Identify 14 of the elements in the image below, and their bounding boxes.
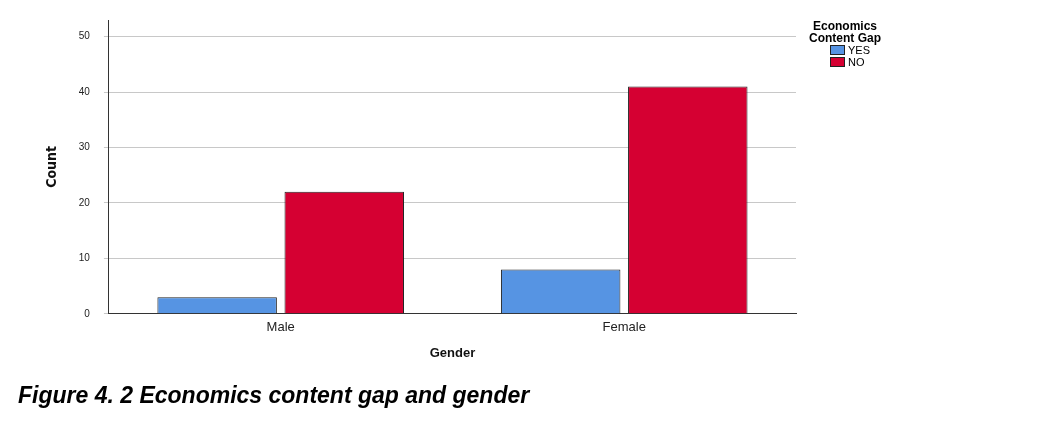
legend-title: Economics Content Gap [808,19,882,45]
y-axis-title: Count [43,145,60,188]
y-tick-label: 10 [78,252,91,264]
caption: Figure 4. 2 Economics content gap and gender [18,382,530,409]
y-tick-label: 40 [78,85,91,97]
x-axis-title: Gender [429,344,476,360]
y-tick-label: 30 [78,141,91,153]
x-tick-label: Female [602,319,646,335]
legend-label: NO [848,56,865,68]
legend-label: YES [848,44,870,56]
y-tick-label: 0 [84,307,91,319]
y-tick-label: 50 [78,30,91,42]
x-tick-label: Male [266,319,295,335]
y-tick-label: 20 [78,196,91,208]
